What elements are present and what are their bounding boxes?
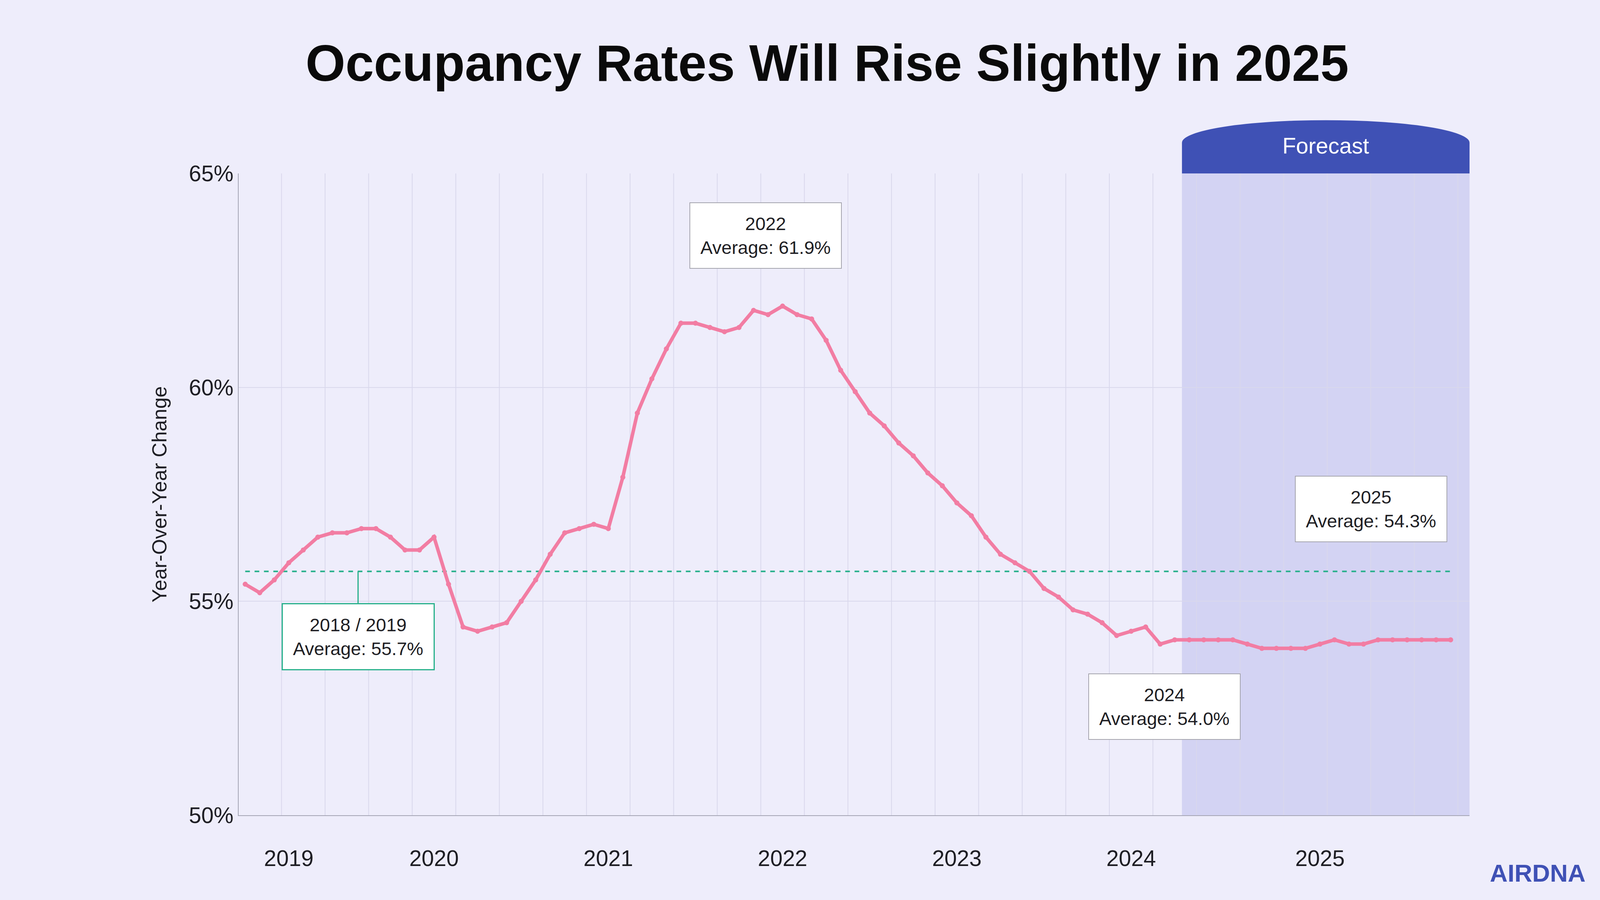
- svg-text:2019: 2019: [264, 845, 314, 871]
- svg-text:2022Average: 61.9%: 2022Average: 61.9%: [700, 213, 831, 258]
- svg-text:Year-Over-Year Change: Year-Over-Year Change: [148, 385, 171, 603]
- svg-text:Forecast: Forecast: [1282, 133, 1370, 159]
- svg-text:50%: 50%: [189, 802, 234, 828]
- svg-text:2025: 2025: [1295, 845, 1345, 871]
- svg-text:2021: 2021: [583, 845, 634, 871]
- svg-text:2020: 2020: [409, 845, 459, 871]
- svg-text:2024Average: 54.0%: 2024Average: 54.0%: [1099, 684, 1230, 729]
- svg-text:2023: 2023: [932, 845, 982, 871]
- svg-text:55%: 55%: [189, 588, 234, 614]
- svg-text:65%: 65%: [189, 160, 234, 186]
- svg-text:2024: 2024: [1106, 845, 1156, 871]
- svg-text:Occupancy Rates Will Rise Slig: Occupancy Rates Will Rise Slightly in 20…: [305, 34, 1349, 92]
- svg-text:AIRDNA: AIRDNA: [1489, 859, 1586, 887]
- svg-text:2018 / 2019Average: 55.7%: 2018 / 2019Average: 55.7%: [292, 614, 424, 659]
- svg-text:2025Average: 54.3%: 2025Average: 54.3%: [1305, 486, 1437, 532]
- svg-text:60%: 60%: [189, 375, 234, 400]
- svg-text:2022: 2022: [757, 845, 808, 871]
